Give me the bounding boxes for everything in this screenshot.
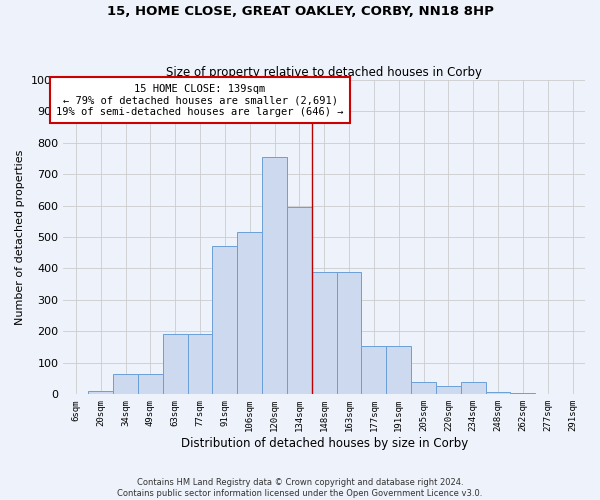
Bar (163, 334, 188, 394)
Bar (212, 246, 237, 394)
Bar (138, 374, 163, 394)
Bar (262, 157, 287, 394)
Bar (361, 346, 386, 395)
X-axis label: Distribution of detached houses by size in Corby: Distribution of detached houses by size … (181, 437, 468, 450)
Bar (88, 391, 113, 394)
Bar (485, 392, 511, 394)
Title: Size of property relative to detached houses in Corby: Size of property relative to detached ho… (166, 66, 482, 78)
Bar (411, 382, 436, 394)
Bar (386, 346, 411, 395)
Text: 15 HOME CLOSE: 139sqm
← 79% of detached houses are smaller (2,691)
19% of semi-d: 15 HOME CLOSE: 139sqm ← 79% of detached … (56, 84, 344, 116)
Bar (337, 272, 361, 394)
Bar (113, 374, 138, 394)
Bar (287, 207, 312, 394)
Bar (237, 232, 262, 394)
Text: Contains HM Land Registry data © Crown copyright and database right 2024.
Contai: Contains HM Land Registry data © Crown c… (118, 478, 482, 498)
Bar (188, 334, 212, 394)
Y-axis label: Number of detached properties: Number of detached properties (15, 150, 25, 324)
Bar (312, 272, 337, 394)
Text: 15, HOME CLOSE, GREAT OAKLEY, CORBY, NN18 8HP: 15, HOME CLOSE, GREAT OAKLEY, CORBY, NN1… (107, 5, 493, 18)
Bar (436, 386, 461, 394)
Bar (461, 382, 485, 394)
